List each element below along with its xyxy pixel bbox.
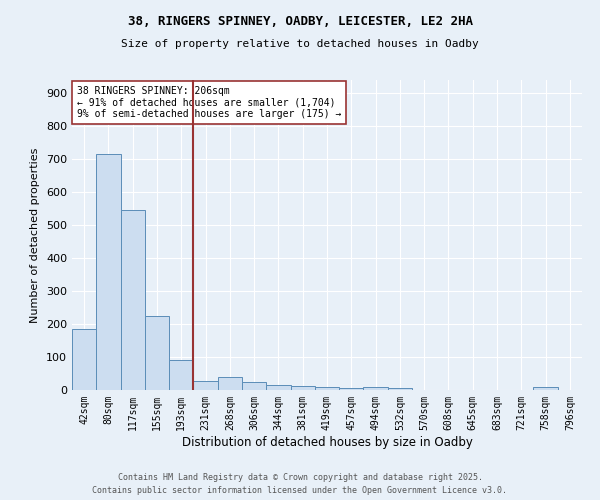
Bar [315, 387, 339, 390]
Text: Size of property relative to detached houses in Oadby: Size of property relative to detached ho… [121, 39, 479, 49]
Text: Contains public sector information licensed under the Open Government Licence v3: Contains public sector information licen… [92, 486, 508, 495]
Text: 38, RINGERS SPINNEY, OADBY, LEICESTER, LE2 2HA: 38, RINGERS SPINNEY, OADBY, LEICESTER, L… [128, 15, 473, 28]
Bar [193, 381, 218, 390]
Bar [533, 388, 558, 390]
Y-axis label: Number of detached properties: Number of detached properties [31, 148, 40, 322]
Bar [145, 316, 169, 390]
Bar [388, 388, 412, 390]
Bar [242, 382, 266, 390]
Text: 38 RINGERS SPINNEY: 206sqm
← 91% of detached houses are smaller (1,704)
9% of se: 38 RINGERS SPINNEY: 206sqm ← 91% of deta… [77, 86, 341, 120]
Bar [266, 385, 290, 390]
X-axis label: Distribution of detached houses by size in Oadby: Distribution of detached houses by size … [182, 436, 472, 448]
Bar [364, 388, 388, 390]
Bar [218, 378, 242, 390]
Bar [121, 210, 145, 390]
Bar [169, 360, 193, 390]
Bar [96, 154, 121, 390]
Bar [72, 329, 96, 390]
Text: Contains HM Land Registry data © Crown copyright and database right 2025.: Contains HM Land Registry data © Crown c… [118, 472, 482, 482]
Bar [339, 388, 364, 390]
Bar [290, 386, 315, 390]
